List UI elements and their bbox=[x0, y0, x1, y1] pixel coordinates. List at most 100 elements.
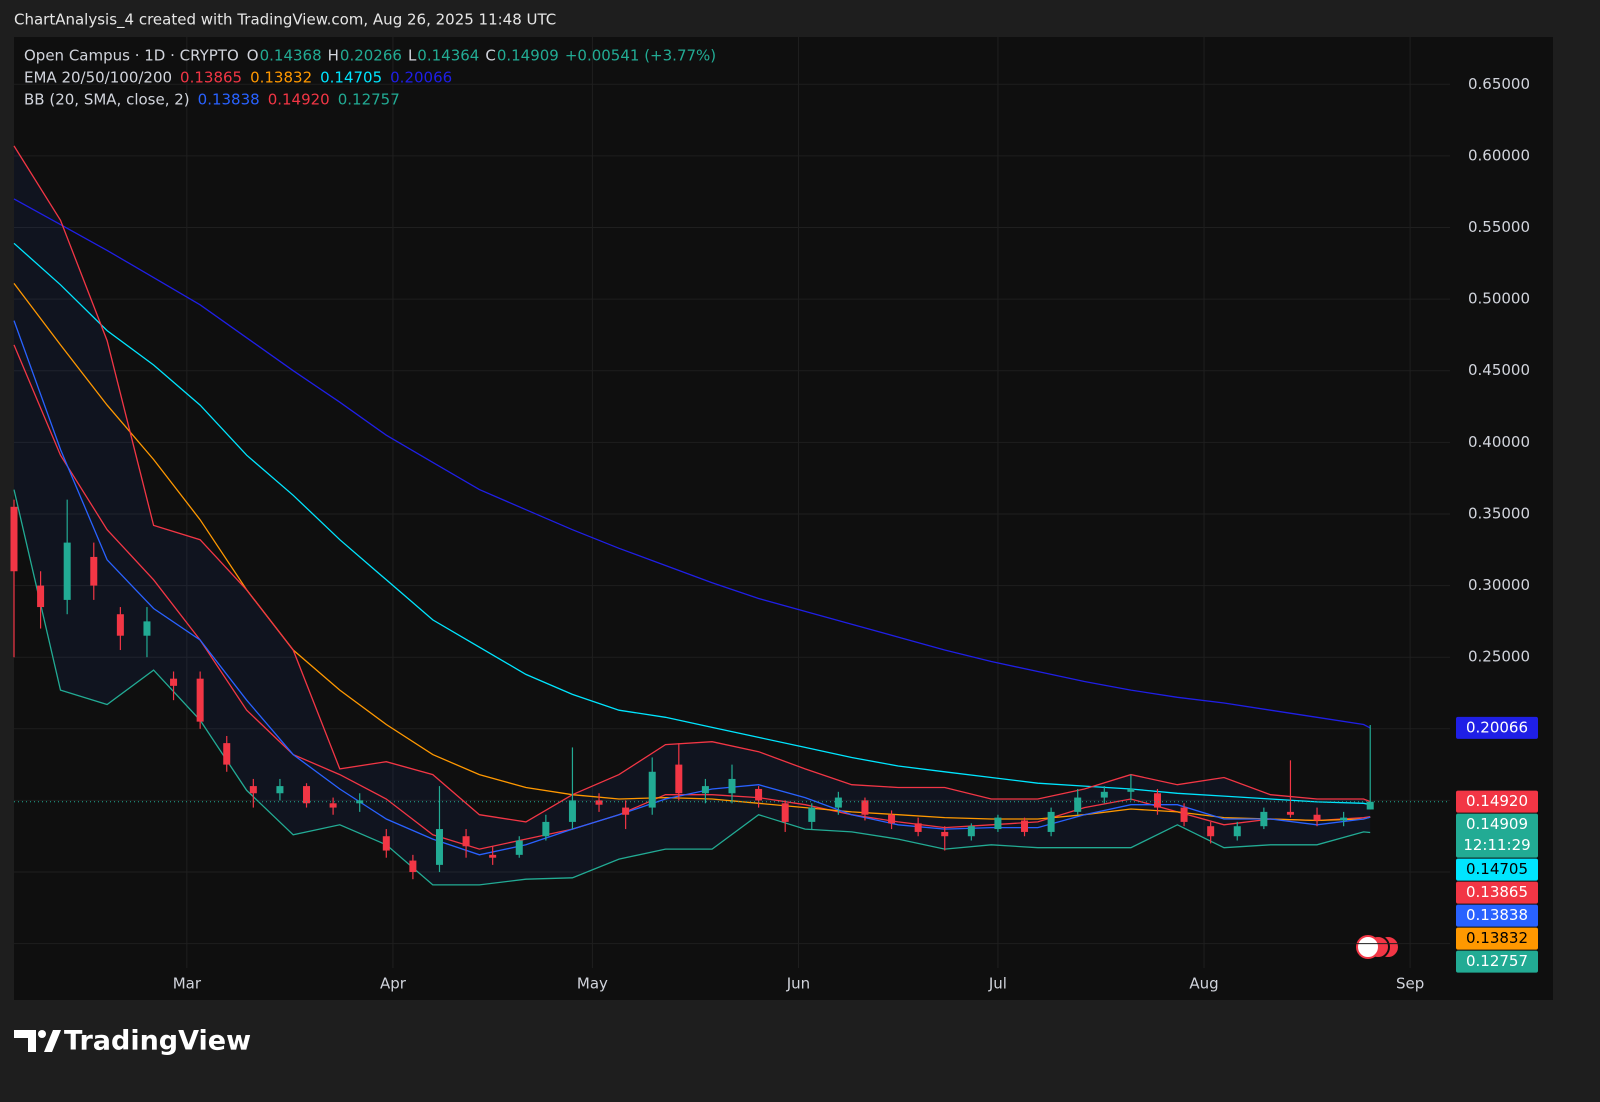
ohlc-letter: H bbox=[328, 47, 339, 65]
ohlc-value: 0.14364 bbox=[417, 47, 479, 65]
candle-body bbox=[1260, 811, 1268, 827]
candle-body bbox=[1180, 807, 1188, 822]
grid bbox=[14, 37, 1450, 968]
y-tick-label: 0.60000 bbox=[1468, 146, 1530, 164]
candle-body bbox=[10, 506, 18, 572]
candle-body bbox=[967, 826, 975, 837]
candle-body bbox=[914, 823, 922, 832]
indicator-value: 0.14705 bbox=[320, 69, 382, 87]
logo-part bbox=[44, 1030, 61, 1052]
candle-body bbox=[435, 829, 443, 865]
logo-part bbox=[38, 1030, 46, 1038]
indicator-value: 0.13832 bbox=[250, 69, 312, 87]
indicator-value: 0.13838 bbox=[198, 91, 260, 109]
candle-body bbox=[249, 786, 257, 794]
x-tick-label: Jun bbox=[786, 975, 810, 993]
y-tick-label: 0.50000 bbox=[1468, 290, 1530, 308]
indicator-line bbox=[13, 489, 1371, 886]
price-tag-label: 0.20066 bbox=[1466, 718, 1528, 736]
candle-body bbox=[861, 800, 869, 815]
indicator-label: EMA 20/50/100/200 bbox=[24, 69, 172, 87]
event-icon bbox=[1356, 935, 1380, 959]
candle-body bbox=[1233, 826, 1241, 837]
candle-body bbox=[1313, 814, 1321, 821]
candle-body bbox=[675, 764, 683, 794]
ohlc-value: 0.14909 bbox=[497, 47, 559, 65]
x-tick-label: May bbox=[577, 975, 608, 993]
y-tick-label: 0.35000 bbox=[1468, 504, 1530, 522]
candle-body bbox=[542, 821, 550, 837]
price-tag bbox=[1456, 927, 1538, 950]
candle-body bbox=[303, 786, 311, 804]
price-tag bbox=[1456, 950, 1538, 973]
candle-body bbox=[1366, 801, 1374, 810]
x-tick-label: Sep bbox=[1396, 975, 1424, 993]
candle-body bbox=[1153, 793, 1161, 808]
change: +0.00541 (+3.77%) bbox=[565, 47, 716, 65]
candle-body bbox=[888, 814, 896, 824]
candle-body bbox=[755, 788, 763, 801]
brand: TradingView bbox=[64, 1026, 251, 1057]
price-tag bbox=[1456, 716, 1538, 739]
candle-body bbox=[515, 840, 523, 855]
price-tag-label: 0.14909 bbox=[1466, 815, 1528, 833]
candle-body bbox=[568, 800, 576, 822]
ohlc-letter: L bbox=[408, 47, 417, 65]
candle-body bbox=[409, 860, 417, 873]
price-tag bbox=[1456, 904, 1538, 927]
event-icons bbox=[1356, 935, 1400, 959]
price-tag bbox=[1456, 790, 1538, 813]
price-tag-label: 0.13832 bbox=[1466, 929, 1528, 947]
ohlc-letter: O bbox=[247, 47, 259, 65]
candle-body bbox=[329, 803, 337, 808]
candle-body bbox=[143, 621, 151, 636]
indicator-value: 0.20066 bbox=[390, 69, 452, 87]
candle-body bbox=[941, 831, 949, 837]
candles bbox=[10, 499, 1374, 880]
ohlc-letter: C bbox=[485, 47, 495, 65]
y-tick-label: 0.30000 bbox=[1468, 576, 1530, 594]
candle-body bbox=[63, 542, 71, 600]
candle-body bbox=[196, 678, 204, 722]
price-tag bbox=[1456, 858, 1538, 881]
tv-logo bbox=[14, 1030, 61, 1052]
indicator-line bbox=[13, 242, 1371, 806]
indicator-line bbox=[13, 198, 1371, 729]
price-tag-label: 0.13865 bbox=[1466, 883, 1528, 901]
y-tick-label: 0.25000 bbox=[1468, 648, 1530, 666]
candle-body bbox=[1127, 788, 1135, 792]
countdown: 12:11:29 bbox=[1463, 836, 1530, 854]
price-tags: 0.20066 0.14920 0.14909 12:11:29 0.14705 0.13… bbox=[1456, 716, 1538, 973]
candle-body bbox=[90, 556, 98, 586]
candle-body bbox=[356, 800, 364, 804]
y-tick-label: 0.40000 bbox=[1468, 433, 1530, 451]
price-tag-label: 0.13838 bbox=[1466, 906, 1528, 924]
candle-body bbox=[1340, 817, 1348, 821]
candle-body bbox=[116, 614, 124, 636]
x-tick-label: Mar bbox=[173, 975, 202, 993]
legend-title: Open Campus · 1D · CRYPTO bbox=[24, 47, 239, 65]
band-fill bbox=[14, 145, 1371, 885]
indicator-line bbox=[13, 320, 1371, 856]
candle-body bbox=[223, 743, 231, 765]
candle-body bbox=[1047, 811, 1055, 832]
indicator-line bbox=[13, 145, 1371, 823]
indicator-value: 0.12757 bbox=[338, 91, 400, 109]
x-tick-label: Jul bbox=[988, 975, 1007, 993]
indicator-value: 0.14920 bbox=[268, 91, 330, 109]
candle-body bbox=[834, 797, 842, 808]
candle-body bbox=[1074, 797, 1082, 812]
ohlc-value: 0.20266 bbox=[340, 47, 402, 65]
candle-body bbox=[382, 836, 390, 851]
candle-body bbox=[1286, 811, 1294, 815]
ohlc-value: 0.14368 bbox=[260, 47, 322, 65]
y-tick-label: 0.55000 bbox=[1468, 218, 1530, 236]
candle-body bbox=[808, 807, 816, 822]
candle-body bbox=[595, 800, 603, 805]
credit: ChartAnalysis_4 created with TradingView… bbox=[14, 11, 556, 30]
candle-body bbox=[1100, 791, 1108, 798]
candle-body bbox=[170, 678, 178, 686]
candle-body bbox=[462, 836, 470, 847]
plot-background bbox=[14, 37, 1553, 1000]
